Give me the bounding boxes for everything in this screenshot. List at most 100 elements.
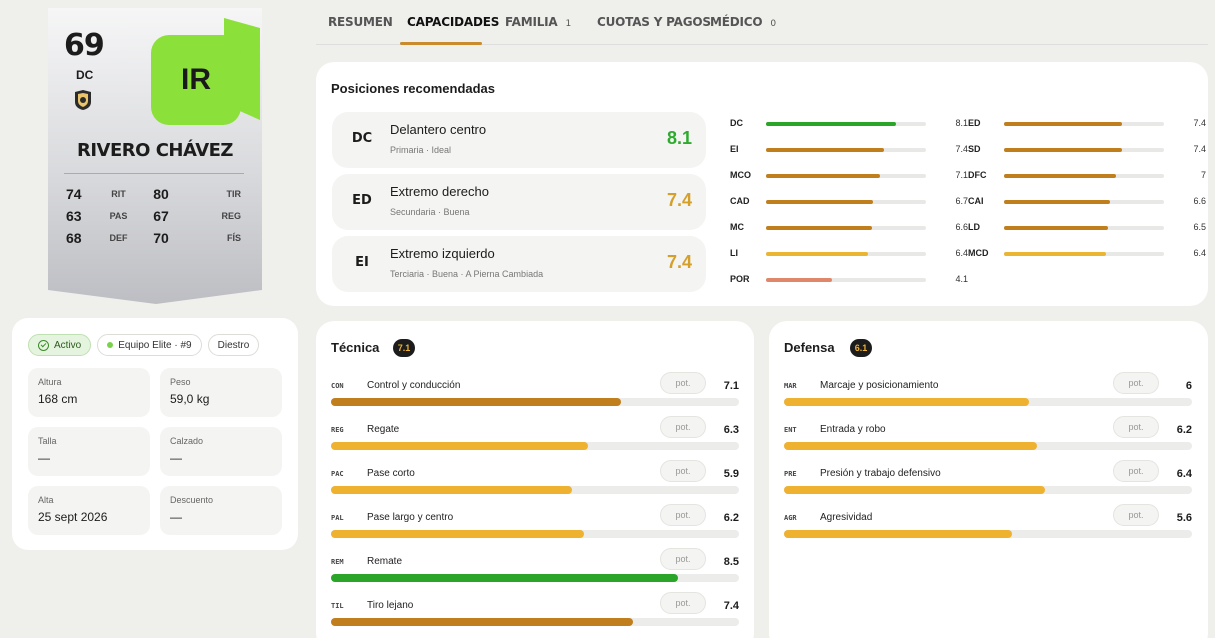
attribute-bar xyxy=(331,442,589,450)
position-card-secondary[interactable]: ED Extremo derecho Secundaria · Buena 7.… xyxy=(332,174,706,230)
status-label: Activo xyxy=(54,339,82,351)
position-abbr: EI xyxy=(355,255,369,270)
potential-input[interactable]: pot. xyxy=(660,372,706,394)
attribute-name: Tiro lejano xyxy=(367,600,414,611)
position-rating-label: EI xyxy=(730,144,739,154)
tab-capacidades[interactable]: CAPACIDADES xyxy=(407,15,499,29)
potential-input[interactable]: pot. xyxy=(660,460,706,482)
position-rating-label: LD xyxy=(968,222,980,232)
position-rating-value: 6.6 xyxy=(1193,196,1206,206)
defensa-panel: Defensa 6.1 MAR Marcaje y posicionamiento… xyxy=(769,321,1208,638)
position-subtitle: Secundaria · Buena xyxy=(390,207,470,217)
attribute-abbr: REG xyxy=(331,426,344,434)
stat-value: 63 xyxy=(66,208,82,224)
attribute-bar xyxy=(331,618,633,626)
stat-label: PAS xyxy=(109,211,128,221)
info-size: Talla — xyxy=(28,427,150,476)
potential-input[interactable]: pot. xyxy=(660,504,706,526)
potential-input[interactable]: pot. xyxy=(1113,460,1159,482)
potential-input[interactable]: pot. xyxy=(660,548,706,570)
position-rating-bar xyxy=(1004,252,1107,256)
stat-value: 70 xyxy=(153,230,169,246)
attribute-abbr: MAR xyxy=(784,382,797,390)
attribute-row: MAR Marcaje y posicionamiento pot. 6 xyxy=(784,372,1192,408)
tab-label: FAMILIA xyxy=(505,15,558,29)
tab-count: 0 xyxy=(770,19,776,29)
stat-label: REG xyxy=(221,211,241,221)
position-rating-row: SD 7.4 xyxy=(968,142,1206,156)
info-shoe: Calzado — xyxy=(160,427,282,476)
position-rating-label: SD xyxy=(968,144,981,154)
status-badge: Activo xyxy=(28,334,92,356)
active-tab-indicator xyxy=(400,42,482,45)
attribute-abbr: PAC xyxy=(331,470,344,478)
info-discount: Descuento — xyxy=(160,486,282,535)
tecnica-panel: Técnica 7.1 CON Control y conducción pot. 7… xyxy=(316,321,754,638)
position-rating-value: 6.6 xyxy=(955,222,968,232)
position-score: 7.4 xyxy=(666,190,692,210)
info-signup-date: Alta 25 sept 2026 xyxy=(28,486,150,535)
attribute-abbr: PRE xyxy=(784,470,797,478)
potential-input[interactable]: pot. xyxy=(1113,504,1159,526)
attribute-track xyxy=(784,442,1192,450)
attribute-track xyxy=(784,398,1192,406)
attribute-abbr: REM xyxy=(331,558,344,566)
position-rating-row: MCD 6.4 xyxy=(968,246,1206,260)
tab-medico[interactable]: MÉDICO 0 xyxy=(710,15,776,29)
position-rating-label: MCD xyxy=(968,248,989,258)
potential-input[interactable]: pot. xyxy=(1113,416,1159,438)
position-rating-bar xyxy=(766,122,896,126)
position-rating-track xyxy=(1004,174,1164,178)
tab-familia[interactable]: FAMILIA 1 xyxy=(505,15,571,29)
tab-label: CUOTAS Y PAGOS xyxy=(597,15,711,29)
position-rating-label: POR xyxy=(730,274,750,284)
info-label: Descuento xyxy=(170,495,214,505)
panel-score-badge: 6.1 xyxy=(850,339,872,357)
position-rating-track xyxy=(766,226,926,230)
position-rating-bar xyxy=(1004,174,1116,178)
attribute-row: AGR Agresividad pot. 5.6 xyxy=(784,504,1192,540)
position-rating-row: LI 6.4 xyxy=(730,246,968,260)
team-chip: Equipo Elite · #9 xyxy=(97,334,202,356)
attribute-bar xyxy=(331,530,584,538)
position-card-tertiary[interactable]: EI Extremo izquierdo Terciaria · Buena ·… xyxy=(332,236,706,292)
attribute-bar xyxy=(331,486,572,494)
tab-resumen[interactable]: RESUMEN xyxy=(328,15,393,29)
position-rating-track xyxy=(766,200,926,204)
position-abbr: DC xyxy=(351,131,373,146)
position-rating-bar xyxy=(1004,226,1108,230)
position-rating-label: MC xyxy=(730,222,744,232)
player-position: DC xyxy=(76,68,94,82)
position-rating-row: MCO 7.1 xyxy=(730,168,968,182)
attribute-row: REG Regate pot. 6.3 xyxy=(331,416,739,452)
team-label: Equipo Elite · #9 xyxy=(118,339,192,351)
tab-cuotas-y-pagos[interactable]: CUOTAS Y PAGOS xyxy=(597,15,711,29)
position-rating-track xyxy=(766,174,926,178)
tab-label: MÉDICO xyxy=(710,15,763,29)
position-rating-track xyxy=(1004,148,1164,152)
position-rating-value: 7.4 xyxy=(1193,144,1206,154)
position-rating-value: 7.4 xyxy=(1193,118,1206,128)
stat-value: 80 xyxy=(153,186,169,202)
position-score: 8.1 xyxy=(666,128,692,148)
stat-label: RIT xyxy=(111,189,126,199)
position-rating-label: CAD xyxy=(730,196,750,206)
position-rating-value: 6.5 xyxy=(1193,222,1206,232)
attribute-name: Presión y trabajo defensivo xyxy=(820,468,941,479)
position-rating-row: EI 7.4 xyxy=(730,142,968,156)
position-subtitle: Terciaria · Buena · A Pierna Cambiada xyxy=(390,269,544,279)
attribute-value: 7.1 xyxy=(723,380,739,392)
potential-input[interactable]: pot. xyxy=(660,592,706,614)
position-card-primary[interactable]: DC Delantero centro Primaria · Ideal 8.1 xyxy=(332,112,706,168)
attribute-name: Agresividad xyxy=(820,512,873,523)
attribute-bar xyxy=(784,442,1037,450)
position-rating-row: CAD 6.7 xyxy=(730,194,968,208)
attribute-track xyxy=(331,574,739,582)
overall-rating: 69 xyxy=(64,28,105,63)
card-stats: 74 RIT 80 TIR 63 PAS 67 REG 68 DEF 70 FÍ… xyxy=(66,183,246,249)
potential-input[interactable]: pot. xyxy=(660,416,706,438)
stat-row: 63 PAS 67 REG xyxy=(66,205,246,227)
potential-input[interactable]: pot. xyxy=(1113,372,1159,394)
position-rating-value: 7 xyxy=(1200,170,1206,180)
attribute-abbr: PAL xyxy=(331,514,344,522)
